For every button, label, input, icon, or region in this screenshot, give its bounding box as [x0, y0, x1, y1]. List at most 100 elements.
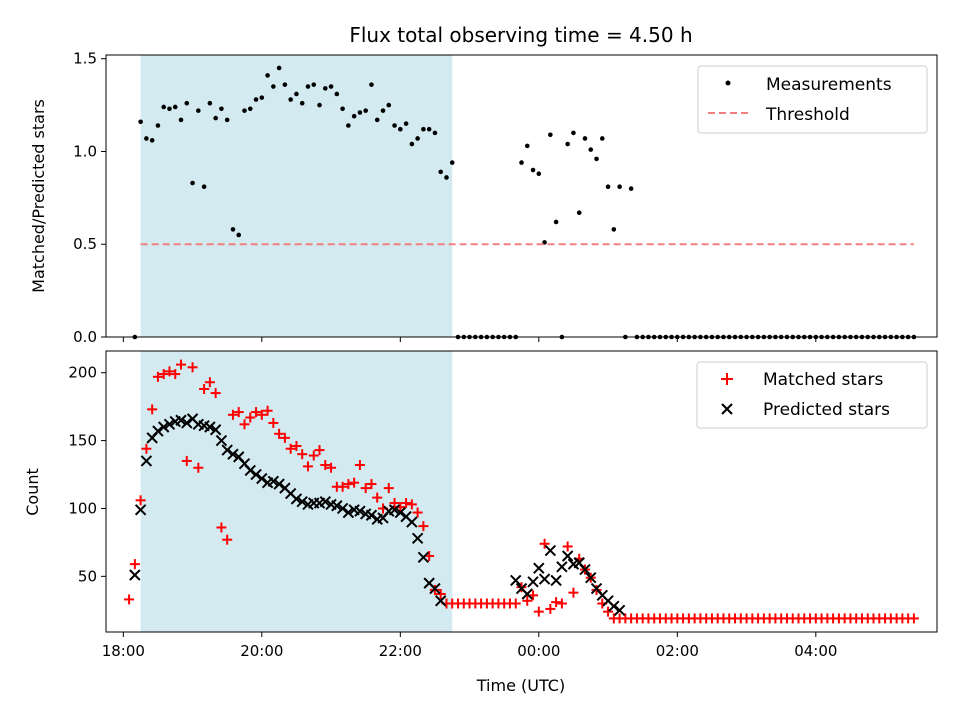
measurement-point [172, 104, 178, 110]
top-axes-frame [105, 54, 938, 338]
predicted-star-point [215, 434, 228, 447]
measurement-point [519, 160, 524, 165]
measurement-point [351, 113, 357, 119]
bottom-y-axis-label: Count [23, 468, 42, 516]
predicted-star-point [585, 571, 597, 584]
measurement-point [259, 95, 265, 100]
predicted-star-point [175, 414, 187, 426]
measurement-point [444, 175, 449, 180]
measurement-point [386, 102, 392, 108]
bottom-y-ticks: 50 100 150 200 [68, 364, 106, 585]
matched-star-point [562, 541, 573, 552]
measurement-point [380, 108, 386, 113]
predicted-star-point [273, 478, 285, 490]
chart-title: Flux total observing time = 4.50 h [349, 23, 692, 47]
predicted-star-point [342, 506, 355, 519]
matched-star-point [222, 534, 233, 545]
matched-star-point [603, 606, 614, 617]
predicted-star-point [388, 504, 401, 516]
legend-measurements-label: Measurements [766, 75, 892, 95]
predicted-star-point [411, 532, 424, 545]
y-tick-label: 1.5 [73, 50, 97, 68]
measurement-point [247, 106, 253, 112]
measurement-point [374, 117, 380, 123]
measurement-point [565, 141, 570, 147]
x-tick-label: 02:00 [656, 642, 699, 660]
measurement-point [588, 147, 594, 152]
predicted-star-point [533, 562, 545, 574]
matched-star-point [383, 483, 394, 494]
y-tick-label: 50 [78, 567, 97, 585]
matched-star-point [199, 384, 210, 395]
measurement-point [276, 65, 282, 71]
matched-star-point [239, 419, 250, 430]
predicted-star-point [158, 421, 170, 433]
measurement-point [282, 82, 288, 87]
predicted-star-point [365, 509, 378, 521]
matched-star-point [366, 479, 377, 490]
matched-star-point [556, 598, 567, 609]
matched-star-point [193, 462, 204, 473]
predicted-star-point [394, 506, 407, 519]
predicted-star-point [129, 569, 141, 581]
measurement-point [421, 126, 426, 132]
measurement-point [144, 136, 149, 141]
counts-panel: 50 100 150 200 18:00 20:00 22:00 00:00 02:00 04:… [23, 350, 938, 695]
predicted-star-point [406, 516, 418, 528]
predicted-star-point [221, 444, 233, 456]
measurement-point [317, 102, 322, 108]
predicted-star-point [556, 561, 568, 573]
measurement-point [167, 106, 172, 112]
measurement-point [288, 97, 293, 102]
matched-star-point [337, 481, 348, 492]
predicted-star-point [527, 576, 539, 588]
measurement-point [438, 169, 444, 175]
top-y-ticks: 0.0 0.5 1.0 1.5 [73, 50, 106, 346]
measurement-point [403, 121, 409, 126]
measurement-point [253, 97, 259, 102]
measurement-point [340, 106, 345, 112]
measurement-point [328, 84, 334, 89]
predicted-star-point [435, 595, 447, 607]
measurement-point [207, 100, 213, 106]
measurement-point [363, 108, 368, 113]
x-tick-label: 20:00 [240, 642, 283, 660]
predicted-star-point [550, 574, 562, 587]
measurement-point [334, 91, 340, 97]
matched-star-point [354, 460, 365, 471]
matched-star-point [187, 362, 198, 373]
legend-matched-label: Matched stars [763, 370, 883, 390]
legend-predicted-marker [721, 403, 733, 415]
measurement-point [230, 227, 236, 232]
matched-star-point [343, 479, 354, 490]
matched-star-point [314, 445, 325, 456]
measurement-point [271, 84, 276, 89]
predicted-star-point [163, 418, 176, 431]
measurement-point [628, 186, 634, 191]
predicted-star-point [608, 600, 620, 612]
matched-star-point [435, 588, 446, 599]
measurement-point [149, 138, 155, 143]
matched-star-point [227, 409, 238, 420]
matched-star-point [147, 404, 158, 415]
matched-star-point [539, 538, 550, 549]
predicted-star-point [256, 472, 268, 485]
matched-star-point [522, 595, 533, 606]
y-tick-label: 0.5 [73, 235, 97, 253]
measurement-point [357, 110, 363, 115]
matched-star-point [210, 388, 221, 399]
predicted-star-point [544, 544, 557, 557]
observing-window-shade-top [140, 55, 453, 337]
y-tick-label: 200 [68, 364, 97, 382]
matched-star-point [291, 441, 302, 452]
x-tick-label: 00:00 [517, 642, 560, 660]
predicted-star-point [244, 464, 256, 477]
predicted-star-point [140, 455, 153, 467]
x-axis-label: Time (UTC) [476, 676, 565, 695]
x-tick-label: 18:00 [102, 642, 145, 660]
predicted-star-point [296, 495, 308, 508]
measurement-point [184, 100, 190, 106]
matched-star-point [152, 371, 163, 382]
measurement-point [305, 84, 311, 89]
